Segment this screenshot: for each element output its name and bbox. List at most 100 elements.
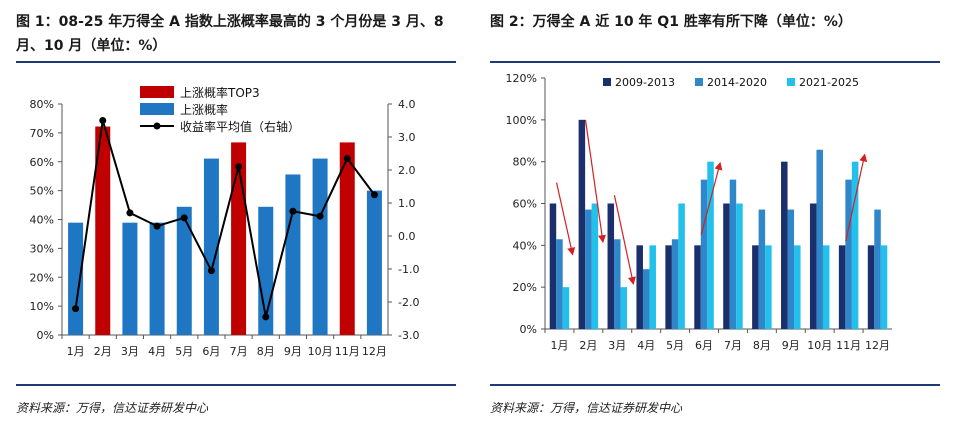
bar-2021-2025 xyxy=(649,245,656,329)
figure-2-chart: 0% 20% 40% 60% 80% 100% 120% 1月 2月 3月 4月 5月 6月 7月 8月 9月… xyxy=(506,72,892,352)
x-tick-label: 5月 xyxy=(175,345,193,358)
bar-2009-2013 xyxy=(752,245,759,329)
avg-return-point xyxy=(343,154,351,162)
bar-2014-2020 xyxy=(816,149,823,329)
y-tick-label: 100% xyxy=(506,114,537,127)
avg-return-point xyxy=(370,191,378,199)
x-tick-label: 11月 xyxy=(335,345,360,358)
bar-2009-2013 xyxy=(549,203,557,329)
y-tick-label: 70% xyxy=(30,127,54,140)
bar-top3 xyxy=(95,126,111,336)
trend-arrow xyxy=(700,161,723,236)
figure-1-panel: 图 1：08-25 年万得全 A 指数上涨概率最高的 3 个月份是 3 月、8 … xyxy=(0,0,470,425)
y2-tick-label: -1.0 xyxy=(398,263,419,276)
trend-arrow xyxy=(613,195,636,285)
y2-tick-label: 0.0 xyxy=(398,230,416,243)
y-tick-label: 80% xyxy=(513,156,537,169)
legend-label-rise: 上涨概率 xyxy=(180,102,228,117)
bar-2014-2020 xyxy=(556,239,563,329)
bar-2021-2025 xyxy=(880,245,888,329)
trend-arrow xyxy=(555,182,576,256)
y-tick-label: 40% xyxy=(513,239,537,252)
x-tick-label: 9月 xyxy=(284,345,302,358)
y-tick-label: 60% xyxy=(30,156,54,169)
legend-swatch-2021-2025 xyxy=(787,78,795,86)
x-tick-label: 5月 xyxy=(666,339,684,352)
bar-2014-2020 xyxy=(729,179,737,329)
legend-swatch-rise xyxy=(140,103,174,115)
bar-2009-2013 xyxy=(665,245,672,329)
y-tick-label: 40% xyxy=(30,214,54,227)
y-tick-label: 0% xyxy=(520,323,537,336)
avg-return-point xyxy=(316,212,324,220)
legend-label-top3: 上涨概率TOP3 xyxy=(180,85,260,100)
x-tick-label: 8月 xyxy=(257,345,275,358)
x-tick-label: 10月 xyxy=(308,345,333,358)
bar-2021-2025 xyxy=(707,161,714,329)
y-tick-label: 50% xyxy=(30,185,54,198)
figure-1-title-rule xyxy=(16,61,456,63)
y-tick-label: 80% xyxy=(30,98,54,111)
bar-2021-2025 xyxy=(736,203,743,329)
legend-swatch-marker xyxy=(153,122,161,130)
bar-2014-2020 xyxy=(845,179,852,329)
bar-rise-probability xyxy=(285,174,301,335)
bar-2009-2013 xyxy=(867,245,875,329)
x-tick-label: 11月 xyxy=(836,339,861,352)
bar-2009-2013 xyxy=(578,119,586,329)
bar-2014-2020 xyxy=(642,269,650,329)
legend-swatch-2014-2020 xyxy=(695,78,703,86)
x-tick-label: 6月 xyxy=(202,345,220,358)
x-tick-label: 4月 xyxy=(148,345,166,358)
x-tick-label: 3月 xyxy=(121,345,139,358)
avg-return-point xyxy=(180,214,188,222)
x-tick-label: 9月 xyxy=(782,339,800,352)
figure-1-title: 图 1：08-25 年万得全 A 指数上涨概率最高的 3 个月份是 3 月、8 … xyxy=(16,14,444,54)
bar-2014-2020 xyxy=(585,209,592,329)
x-tick-label: 1月 xyxy=(67,345,85,358)
bar-2021-2025 xyxy=(591,203,599,329)
bar-top3 xyxy=(339,142,355,335)
bar-rise-probability xyxy=(122,222,138,335)
bar-rise-probability xyxy=(203,158,219,335)
y-tick-label: 10% xyxy=(30,300,54,313)
figure-2-source: 资料来源：万得，信达证券研发中心 xyxy=(490,401,683,415)
bar-2009-2013 xyxy=(809,203,817,329)
bar-2009-2013 xyxy=(636,245,643,329)
x-tick-label: 7月 xyxy=(230,345,248,358)
y2-tick-label: 4.0 xyxy=(398,98,416,111)
legend-label-line: 收益率平均值（右轴） xyxy=(180,119,300,134)
figure-1-source: 资料来源：万得，信达证券研发中心 xyxy=(16,401,209,415)
bar-2014-2020 xyxy=(700,179,708,329)
legend-label-2014-2020: 2014-2020 xyxy=(707,76,767,89)
legend-label-2009-2013: 2009-2013 xyxy=(615,76,675,89)
bar-2014-2020 xyxy=(671,239,679,329)
y2-tick-label: 2.0 xyxy=(398,164,416,177)
trend-arrow xyxy=(845,153,868,242)
bar-2014-2020 xyxy=(614,239,621,329)
avg-return-point xyxy=(262,313,270,321)
y-tick-label: 30% xyxy=(30,242,54,255)
bar-2009-2013 xyxy=(838,245,846,329)
bar-2014-2020 xyxy=(874,209,881,329)
avg-return-point xyxy=(207,267,215,275)
bar-2021-2025 xyxy=(678,203,685,329)
bar-2021-2025 xyxy=(851,161,859,329)
bar-rise-probability xyxy=(312,158,328,335)
y-tick-label: 0% xyxy=(37,329,54,342)
x-tick-label: 6月 xyxy=(695,339,713,352)
avg-return-point xyxy=(72,305,80,313)
bar-2009-2013 xyxy=(607,203,615,329)
bar-2014-2020 xyxy=(787,209,795,329)
figure-2-panel: 图 2：万得全 A 近 10 年 Q1 胜率有所下降（单位：%） 0% 20% 40… xyxy=(485,0,960,425)
bar-2014-2020 xyxy=(758,209,766,329)
y-tick-label: 20% xyxy=(513,281,537,294)
x-tick-label: 3月 xyxy=(608,339,626,352)
y-tick-label: 20% xyxy=(30,271,54,284)
bar-rise-probability xyxy=(149,222,165,335)
x-tick-label: 2月 xyxy=(94,345,112,358)
bar-2021-2025 xyxy=(765,245,772,329)
x-tick-label: 10月 xyxy=(807,339,832,352)
trend-arrow xyxy=(584,119,606,244)
legend-swatch-2009-2013 xyxy=(603,78,611,86)
